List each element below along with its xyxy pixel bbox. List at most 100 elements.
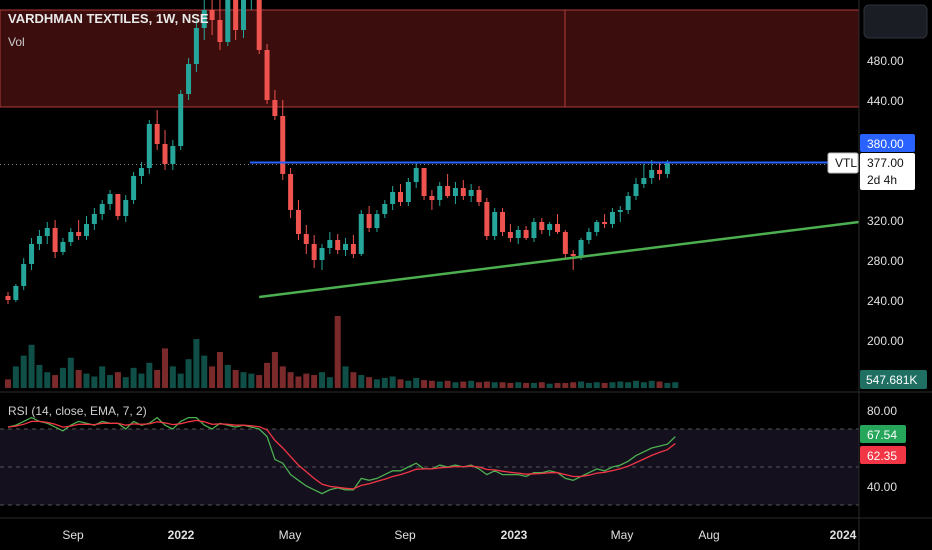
candle[interactable] [201,0,207,40]
candle[interactable] [562,230,568,258]
rsi-axis[interactable]: 80.00 40.00 [867,404,897,494]
candle[interactable] [13,284,19,302]
candle[interactable] [233,0,239,40]
candle[interactable] [21,258,27,290]
time-axis[interactable]: Sep 2022 May Sep 2023 May Aug 2024 [62,528,856,542]
volume-bars [5,316,679,388]
candle[interactable] [594,220,600,236]
candle[interactable] [60,238,66,255]
candle[interactable] [209,0,215,35]
candle-body [68,232,74,242]
candle[interactable] [52,220,58,258]
candle[interactable] [36,230,42,250]
candle[interactable] [390,186,396,210]
candle[interactable] [107,190,113,210]
candle[interactable] [421,168,427,200]
chart-title[interactable]: VARDHMAN TEXTILES, 1W, NSE [8,11,209,26]
candle[interactable] [602,214,608,228]
candle[interactable] [327,232,333,254]
volume-label[interactable]: Vol [8,35,25,49]
drawn-lines[interactable] [0,161,860,299]
candle[interactable] [657,162,663,180]
candle[interactable] [146,120,152,174]
candle[interactable] [256,0,262,54]
candle[interactable] [99,200,105,220]
candle[interactable] [531,218,537,242]
symbol-badge[interactable]: VTL [827,152,859,174]
candle[interactable] [217,0,223,50]
candle[interactable] [366,206,372,232]
candle[interactable] [445,174,451,198]
rising-trendline[interactable] [259,220,860,299]
candle[interactable] [154,110,160,150]
candle[interactable] [162,130,168,170]
candle[interactable] [555,214,560,234]
resistance-zone[interactable] [0,9,860,108]
candle[interactable] [343,238,349,256]
candle[interactable] [586,228,592,244]
candle[interactable] [319,244,325,270]
candle[interactable] [617,206,623,222]
candle[interactable] [405,178,411,206]
candle[interactable] [91,208,97,230]
candle[interactable] [429,190,435,210]
candle[interactable] [280,100,286,180]
candle[interactable] [609,208,615,228]
candle[interactable] [178,90,184,150]
rsi-label[interactable]: RSI (14, close, EMA, 7, 2) [8,404,147,418]
candle[interactable] [413,162,419,188]
candle[interactable] [523,226,529,240]
candle[interactable] [44,222,50,244]
candle[interactable] [123,195,129,222]
candle[interactable] [358,210,364,256]
candle[interactable] [633,178,639,200]
candle[interactable] [264,44,270,104]
candle[interactable] [249,0,254,10]
candle[interactable] [452,182,458,204]
candle[interactable] [539,218,545,234]
candle[interactable] [547,222,553,236]
candle[interactable] [29,238,35,270]
candle[interactable] [303,225,309,254]
candle[interactable] [5,292,11,304]
candle[interactable] [84,216,89,240]
candle[interactable] [507,224,513,242]
candle[interactable] [131,172,137,204]
candle[interactable] [311,235,317,268]
candle[interactable] [382,200,388,218]
candle[interactable] [625,192,631,214]
price-axis[interactable]: 480.00 440.00 320.00 280.00 240.00 200.0… [867,54,904,348]
candle[interactable] [398,184,403,206]
candle[interactable] [492,208,498,240]
candle[interactable] [649,160,655,184]
candle[interactable] [484,198,490,240]
candlesticks[interactable] [5,0,670,304]
candle[interactable] [138,162,144,184]
candle[interactable] [272,90,278,120]
candle[interactable] [115,194,121,220]
candle[interactable] [288,168,294,218]
candle[interactable] [225,0,231,46]
candle[interactable] [570,250,576,270]
candle[interactable] [335,234,341,254]
candle-body [562,232,568,254]
candle[interactable] [476,186,482,206]
candle[interactable] [350,235,356,258]
candle[interactable] [186,58,192,100]
candle[interactable] [241,0,246,38]
candle[interactable] [68,228,74,246]
candle[interactable] [374,210,380,232]
candle[interactable] [193,20,199,72]
candle-body [492,212,498,236]
candle[interactable] [500,208,506,236]
candle-body [280,116,286,174]
candle[interactable] [437,182,443,206]
candle[interactable] [295,200,301,240]
candle[interactable] [515,226,521,244]
toolbar-button[interactable] [863,4,928,39]
candle[interactable] [468,184,474,202]
candle[interactable] [460,180,466,200]
candle[interactable] [641,164,647,188]
candle[interactable] [76,220,82,240]
